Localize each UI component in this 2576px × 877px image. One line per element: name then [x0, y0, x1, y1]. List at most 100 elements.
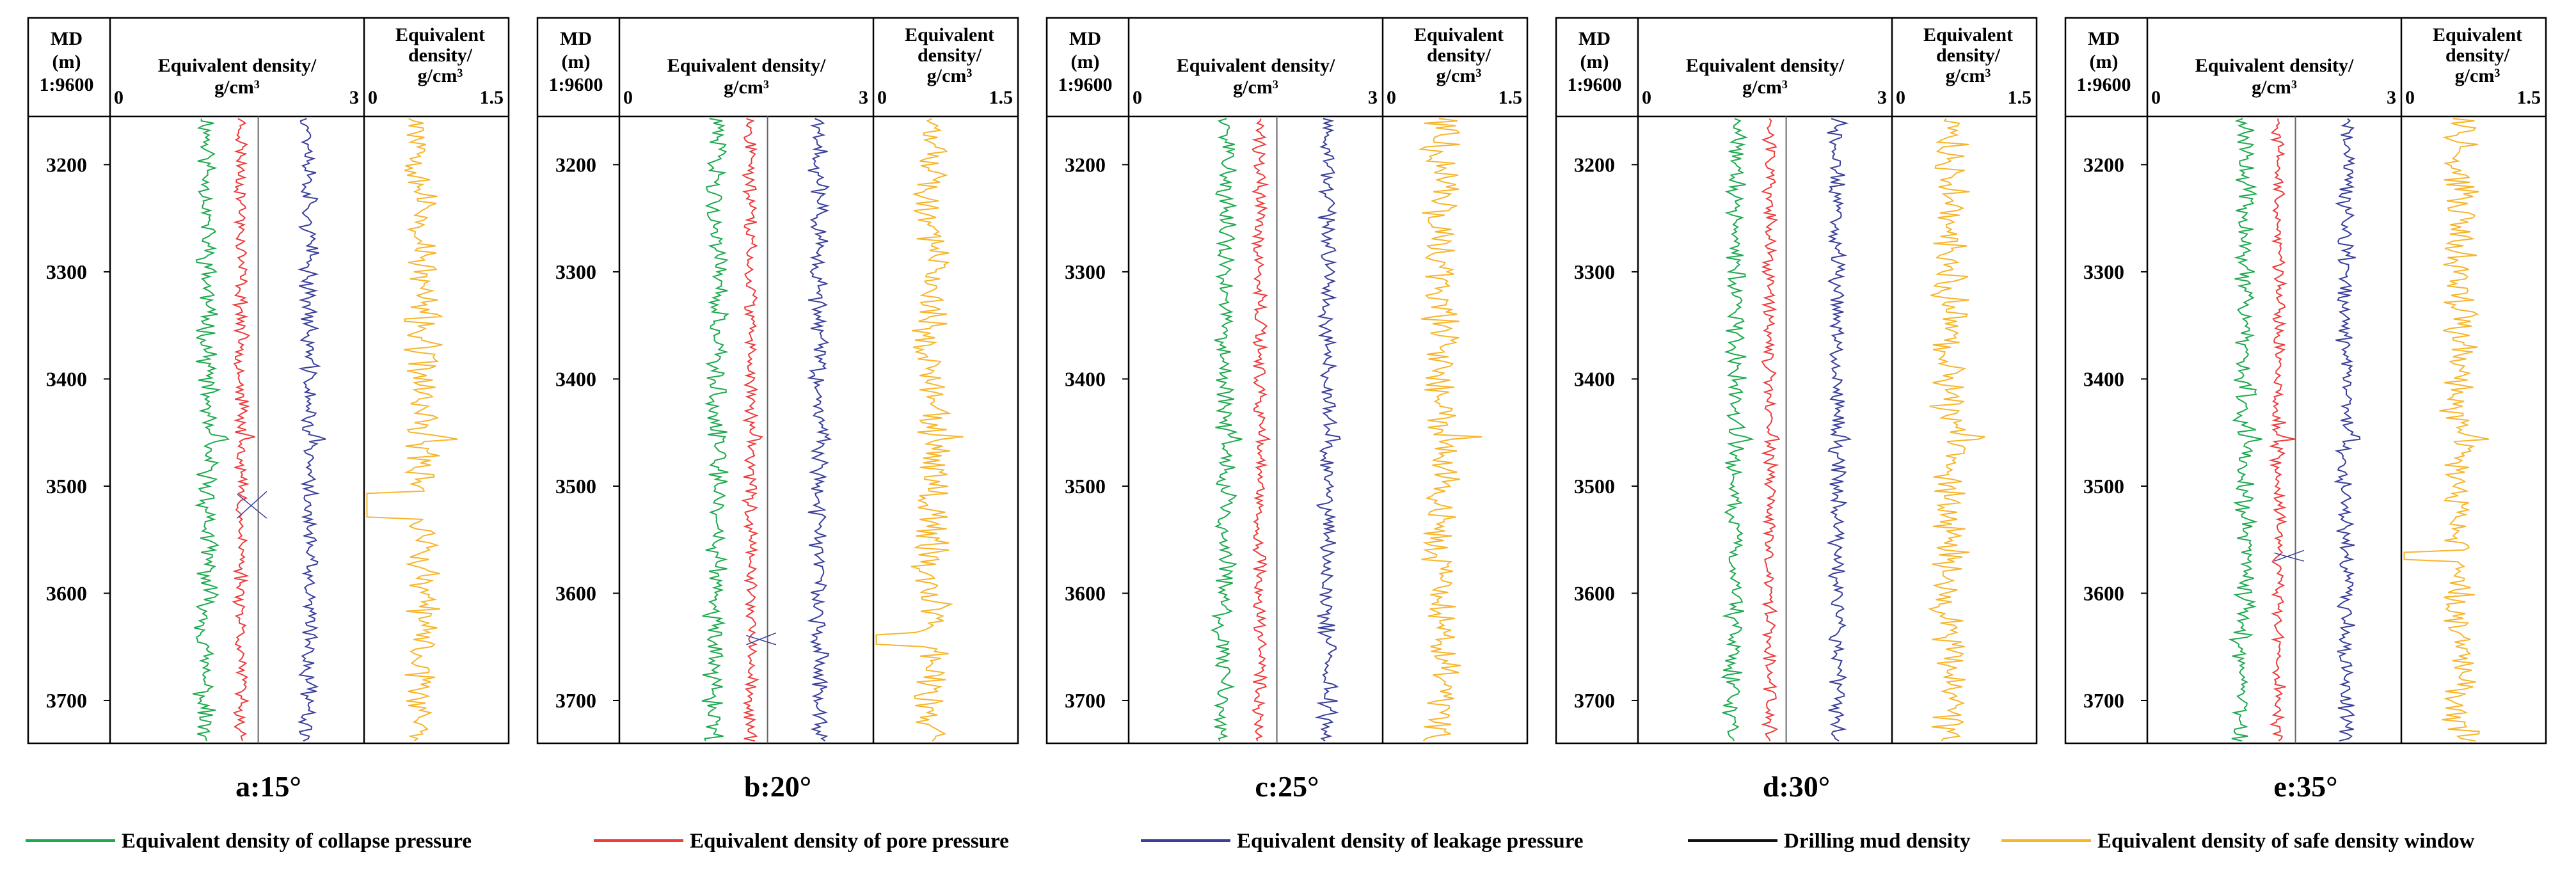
- series-pore-line: [231, 118, 255, 741]
- track2-title-2: density/: [1936, 45, 2001, 66]
- track1-unit: g/cm³: [1233, 77, 1278, 98]
- track2-title-2: density/: [918, 45, 982, 66]
- depth-header-md: MD: [51, 28, 83, 49]
- depth-header-scale: 1:9600: [1568, 74, 1622, 95]
- series-pore-line: [2268, 118, 2296, 742]
- series-collapse-line: [1211, 118, 1243, 741]
- series-collapse-line: [2228, 118, 2262, 742]
- track2-xmin: 0: [368, 87, 378, 108]
- depth-header-unit: (m): [1580, 51, 1609, 72]
- track1-title: Equivalent density/: [1177, 55, 1335, 76]
- track1-xmin: 0: [2151, 87, 2161, 108]
- panel-frame: [2064, 17, 2547, 745]
- track2-unit: g/cm³: [2455, 65, 2500, 86]
- track2-title-2: density/: [2445, 45, 2510, 66]
- track1-xmin: 0: [1133, 87, 1142, 108]
- track1-unit: g/cm³: [214, 77, 260, 98]
- panel-caption: d:30°: [1763, 770, 1830, 803]
- track1-xmax: 3: [349, 87, 359, 108]
- depth-tick-label: 3500: [555, 475, 596, 498]
- depth-header-md: MD: [560, 28, 592, 49]
- series-collapse-line: [701, 118, 729, 741]
- depth-tick-label: 3500: [1574, 475, 1615, 498]
- series-leakage-line: [297, 118, 326, 742]
- track2-unit: g/cm³: [1436, 65, 1482, 86]
- series-collapse-line: [1720, 118, 1755, 741]
- track2-title: Equivalent: [1414, 24, 1504, 45]
- series-window-line: [2403, 118, 2489, 742]
- depth-tick-label: 3700: [46, 689, 87, 712]
- series-leakage-line: [1314, 118, 1341, 742]
- depth-header-md: MD: [2088, 28, 2120, 49]
- anomaly-crossing-line: [236, 491, 267, 519]
- series-pore-line: [1760, 118, 1781, 741]
- depth-tick-label: 3700: [2083, 689, 2124, 712]
- track2-xmax: 1.5: [480, 87, 504, 108]
- track1-unit: g/cm³: [1742, 77, 1788, 98]
- depth-tick-label: 3200: [2083, 153, 2124, 176]
- depth-tick-label: 3400: [2083, 367, 2124, 390]
- legend-label: Equivalent density of safe density windo…: [2097, 830, 2475, 853]
- depth-tick-label: 3200: [555, 153, 596, 176]
- track2-title-2: density/: [408, 45, 473, 66]
- track1-xmin: 0: [623, 87, 633, 108]
- depth-tick-label: 3700: [1065, 689, 1106, 712]
- anomaly-crossing-line: [237, 493, 267, 519]
- legend-item: Equivalent density of leakage pressure: [1141, 830, 1584, 853]
- legend-item: Equivalent density of safe density windo…: [2001, 830, 2475, 853]
- track2-title: Equivalent: [395, 24, 485, 45]
- depth-tick-label: 3300: [1574, 260, 1615, 283]
- depth-tick-label: 3600: [1574, 581, 1615, 604]
- depth-tick-label: 3300: [1065, 260, 1106, 283]
- depth-header-scale: 1:9600: [40, 74, 94, 95]
- track2-title-2: density/: [1427, 45, 1491, 66]
- legend-item: Drilling mud density: [1688, 830, 1971, 853]
- track2-xmin: 0: [2405, 87, 2415, 108]
- depth-tick-label: 3200: [1065, 153, 1106, 176]
- depth-tick-label: 3300: [46, 260, 87, 283]
- track2-unit: g/cm³: [418, 65, 463, 86]
- panel-frame: [27, 17, 510, 745]
- panel-frame: [536, 17, 1019, 745]
- panel-caption: e:35°: [2273, 770, 2337, 803]
- track1-title: Equivalent density/: [2195, 55, 2354, 76]
- track1-title: Equivalent density/: [1686, 55, 1845, 76]
- depth-tick-label: 3200: [46, 153, 87, 176]
- series-window-line: [366, 118, 458, 742]
- track1-xmax: 3: [1877, 87, 1887, 108]
- depth-tick-label: 3200: [1574, 153, 1615, 176]
- depth-tick-label: 3600: [1065, 581, 1106, 604]
- track2-xmin: 0: [877, 87, 887, 108]
- depth-header-unit: (m): [1071, 51, 1100, 72]
- track2-unit: g/cm³: [927, 65, 973, 86]
- series-window-line: [1928, 118, 1985, 741]
- track1-title: Equivalent density/: [667, 55, 826, 76]
- series-leakage-line: [2333, 118, 2361, 742]
- depth-header-unit: (m): [52, 51, 81, 72]
- series-leakage-line: [1826, 118, 1852, 742]
- track2-xmax: 1.5: [2008, 87, 2032, 108]
- track1-unit: g/cm³: [724, 77, 769, 98]
- series-window-line: [1418, 118, 1483, 742]
- track1-unit: g/cm³: [2252, 77, 2297, 98]
- depth-tick-label: 3300: [555, 260, 596, 283]
- depth-tick-label: 3600: [555, 581, 596, 604]
- track1-xmin: 0: [1642, 87, 1651, 108]
- depth-header-md: MD: [1578, 28, 1610, 49]
- depth-tick-label: 3600: [46, 581, 87, 604]
- depth-tick-label: 3500: [46, 475, 87, 498]
- series-leakage-line: [807, 118, 832, 742]
- track1-xmin: 0: [114, 87, 123, 108]
- anomaly-crossing-line: [746, 635, 777, 645]
- track2-xmin: 0: [1387, 87, 1396, 108]
- legend-label: Equivalent density of collapse pressure: [122, 830, 472, 853]
- track1-title: Equivalent density/: [158, 55, 317, 76]
- track2-unit: g/cm³: [1946, 65, 1991, 86]
- panel-caption: a:15°: [235, 770, 301, 803]
- depth-header-scale: 1:9600: [1058, 74, 1113, 95]
- panel-frame: [1555, 17, 2038, 745]
